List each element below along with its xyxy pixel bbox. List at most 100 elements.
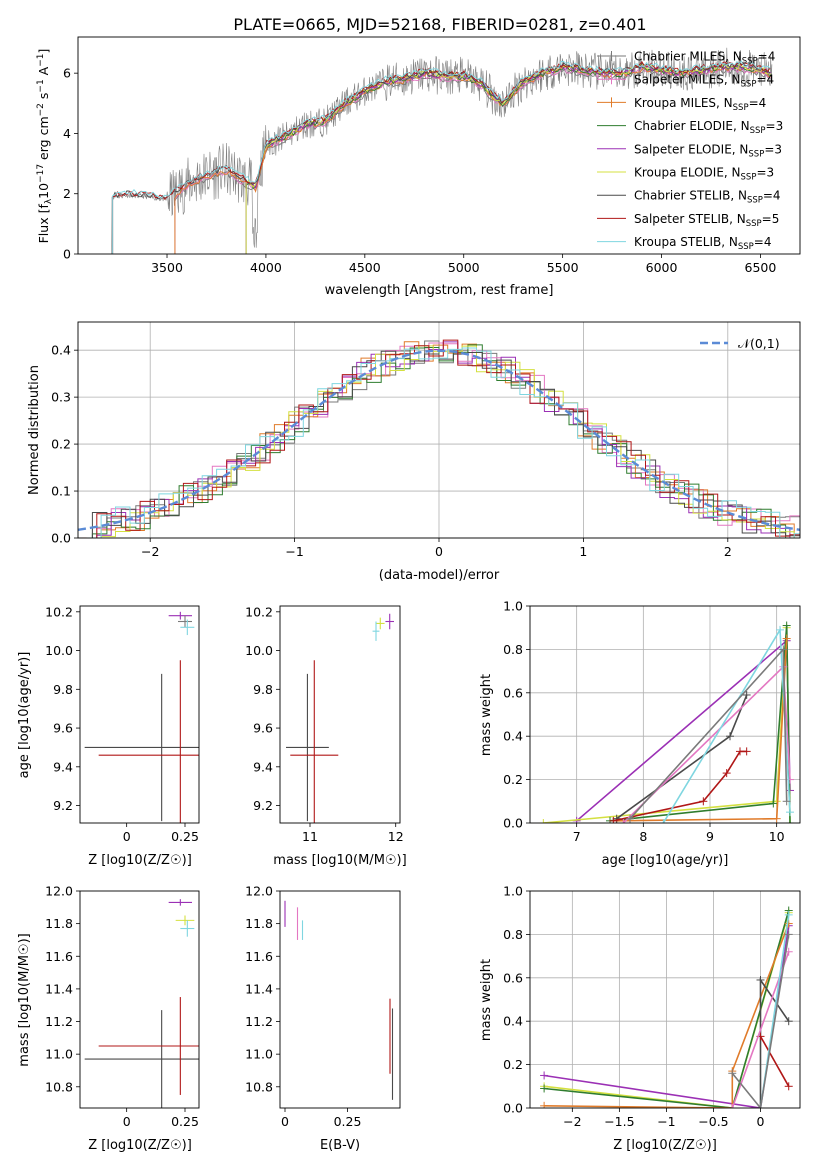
legend-label-n: =3 — [766, 119, 784, 133]
plot-area — [284, 900, 394, 1100]
histogram-kroupa-stelib — [86, 347, 800, 538]
y-label-part: ] — [36, 49, 51, 54]
legend-label-n: =4 — [749, 96, 767, 110]
x-tick-label: 4500 — [349, 260, 381, 275]
x-tick-label: 1 — [579, 544, 587, 559]
y-label-sup: −1 — [36, 79, 46, 92]
age-massweight-panel: 7 8 9 10 0.0 0.2 0.4 0.6 0.8 1.0 age [log10(age/yr… — [479, 599, 801, 868]
y-tick-label: 9.4 — [253, 759, 273, 774]
y-tick-label: 6 — [63, 66, 71, 81]
x-tick-label: −2 — [141, 544, 159, 559]
legend-label-model: Salpeter ELODIE, N — [634, 142, 748, 156]
legend-label: Chabrier MILES, NSSP=4 — [634, 50, 775, 67]
legend-label: Chabrier ELODIE, NSSP=3 — [634, 119, 783, 136]
x-axis-label: E(B-V) — [320, 1138, 360, 1153]
weight-line-chabrier-miles — [731, 934, 790, 1108]
legend-label: Salpeter ELODIE, NSSP=3 — [634, 142, 782, 159]
legend-label-n: =4 — [754, 235, 772, 249]
x-tick-label: 5500 — [547, 260, 579, 275]
x-tick-label: −1 — [657, 1114, 675, 1129]
x-axis-label: Z [log10(Z/Z☉)] — [613, 1138, 717, 1153]
y-tick-label: 9.8 — [253, 682, 273, 697]
y-tick-label: 0.1 — [51, 484, 71, 499]
spectrum-panel: 3500 4000 4500 5000 5500 6000 6500 0 2 4 6 Chabrier… — [36, 36, 801, 298]
axes-frame — [529, 605, 801, 824]
legend-label-model: Kroupa ELODIE, N — [634, 166, 741, 180]
y-tick-label: 11.2 — [45, 1014, 73, 1029]
y-tick-label: 0.4 — [503, 1014, 523, 1029]
legend-label-normal: 𝒩(0,1) — [738, 336, 780, 351]
axes-frame — [79, 890, 200, 1109]
legend-label: Kroupa MILES, NSSP=4 — [634, 96, 766, 113]
y-label-part: A — [36, 66, 51, 79]
y-tick-label: 11.8 — [45, 916, 73, 931]
weight-line-chabrier-elodie — [609, 625, 791, 823]
y-tick-label: 12.0 — [245, 884, 273, 899]
y-axis-label: Flux [fλ10−17 erg cm−2 s−1 A−1] — [36, 49, 54, 244]
y-tick-label: 2 — [63, 186, 71, 201]
legend-label: Kroupa STELIB, NSSP=4 — [634, 235, 772, 252]
y-tick-label: 0.6 — [503, 970, 523, 985]
y-tick-label: 0 — [63, 247, 71, 262]
x-axis-label: Z [log10(Z/Z☉)] — [88, 853, 192, 868]
legend-label-model: Chabrier MILES, N — [634, 50, 742, 64]
model-line-chabrier-miles — [174, 67, 771, 254]
legend-label: Chabrier STELIB, NSSP=4 — [634, 189, 781, 206]
weight-line-salpeter-stelib — [759, 1036, 790, 1087]
legend-label-sub: SSP — [746, 219, 762, 229]
legend-label-sub: SSP — [750, 126, 766, 136]
x-tick-label: 0 — [123, 1114, 131, 1129]
axes-frame — [529, 890, 801, 1109]
x-tick-label: −1.5 — [604, 1114, 634, 1129]
histogram-salpeter-stelib — [82, 339, 800, 538]
legend-label: Kroupa ELODIE, NSSP=3 — [634, 166, 774, 183]
y-label-sup: −17 — [36, 164, 46, 183]
x-tick-label: 8 — [639, 829, 647, 844]
y-label-part: Flux [f — [36, 204, 51, 244]
normal-curve — [78, 349, 800, 531]
y-axis-label: mass weight — [479, 959, 494, 1041]
legend-label-sub: SSP — [747, 196, 763, 206]
y-tick-label: 4 — [63, 126, 71, 141]
ebv-mass-panel: 0 0.25 10.8 11.0 11.2 11.4 11.6 11.8 12.0 E(B-V) — [245, 884, 401, 1153]
x-tick-label: 0.25 — [171, 1114, 199, 1129]
figure-title: PLATE=0665, MJD=52168, FIBERID=0281, z=0… — [233, 15, 646, 34]
x-axis-label: mass [log10(M/M☉)] — [273, 853, 406, 868]
x-tick-label: 7 — [573, 829, 581, 844]
mass-age-panel: 11 12 9.2 9.4 9.6 9.8 10.0 10.2 mass [log10(M/M☉… — [245, 604, 407, 868]
legend-label-model: Kroupa MILES, N — [634, 96, 733, 110]
residuals-panel: −2 −1 0 1 2 0.0 0.1 0.2 0.3 0.4 𝒩(0,1) (data-model)… — [27, 321, 801, 583]
plot-area — [84, 611, 199, 823]
y-tick-label: 11.0 — [45, 1047, 73, 1062]
axes-frame — [279, 605, 401, 824]
x-tick-label: 9 — [706, 829, 714, 844]
x-tick-label: 6500 — [745, 260, 777, 275]
x-tick-label: 0 — [123, 829, 131, 844]
y-tick-label: 11.0 — [245, 1047, 273, 1062]
y-tick-label: 9.8 — [53, 682, 73, 697]
y-label-sup: −2 — [36, 103, 46, 116]
legend-label-sub: SSP — [733, 103, 749, 113]
x-tick-label: 5000 — [448, 260, 480, 275]
x-tick-label: −2 — [563, 1114, 581, 1129]
legend-label-sub: SSP — [738, 242, 754, 252]
y-tick-label: 0.4 — [51, 343, 71, 358]
legend-label-sub: SSP — [741, 173, 757, 183]
y-tick-label: 10.2 — [245, 604, 273, 619]
y-label-part: erg cm — [36, 116, 51, 164]
legend-label-model: Salpeter MILES, N — [634, 73, 741, 87]
x-tick-label: 0 — [435, 544, 443, 559]
z-mass-panel: 0 0.25 10.8 11.0 11.2 11.4 11.6 11.8 12.0 Z [log1… — [17, 884, 200, 1153]
legend-label-n: =4 — [756, 73, 774, 87]
legend-label-sub: SSP — [742, 57, 758, 67]
y-tick-label: 0.3 — [51, 390, 71, 405]
x-tick-label: 6000 — [646, 260, 678, 275]
legend-label-model: Chabrier STELIB, N — [634, 189, 747, 203]
y-tick-label: 12.0 — [45, 884, 73, 899]
x-tick-label: −1 — [285, 544, 303, 559]
legend-label-n: =5 — [762, 212, 780, 226]
y-tick-label: 11.4 — [245, 981, 273, 996]
y-tick-label: 9.2 — [253, 798, 273, 813]
x-axis-label: wavelength [Angstrom, rest frame] — [325, 283, 554, 298]
model-line-chabrier-elodie — [245, 64, 771, 254]
